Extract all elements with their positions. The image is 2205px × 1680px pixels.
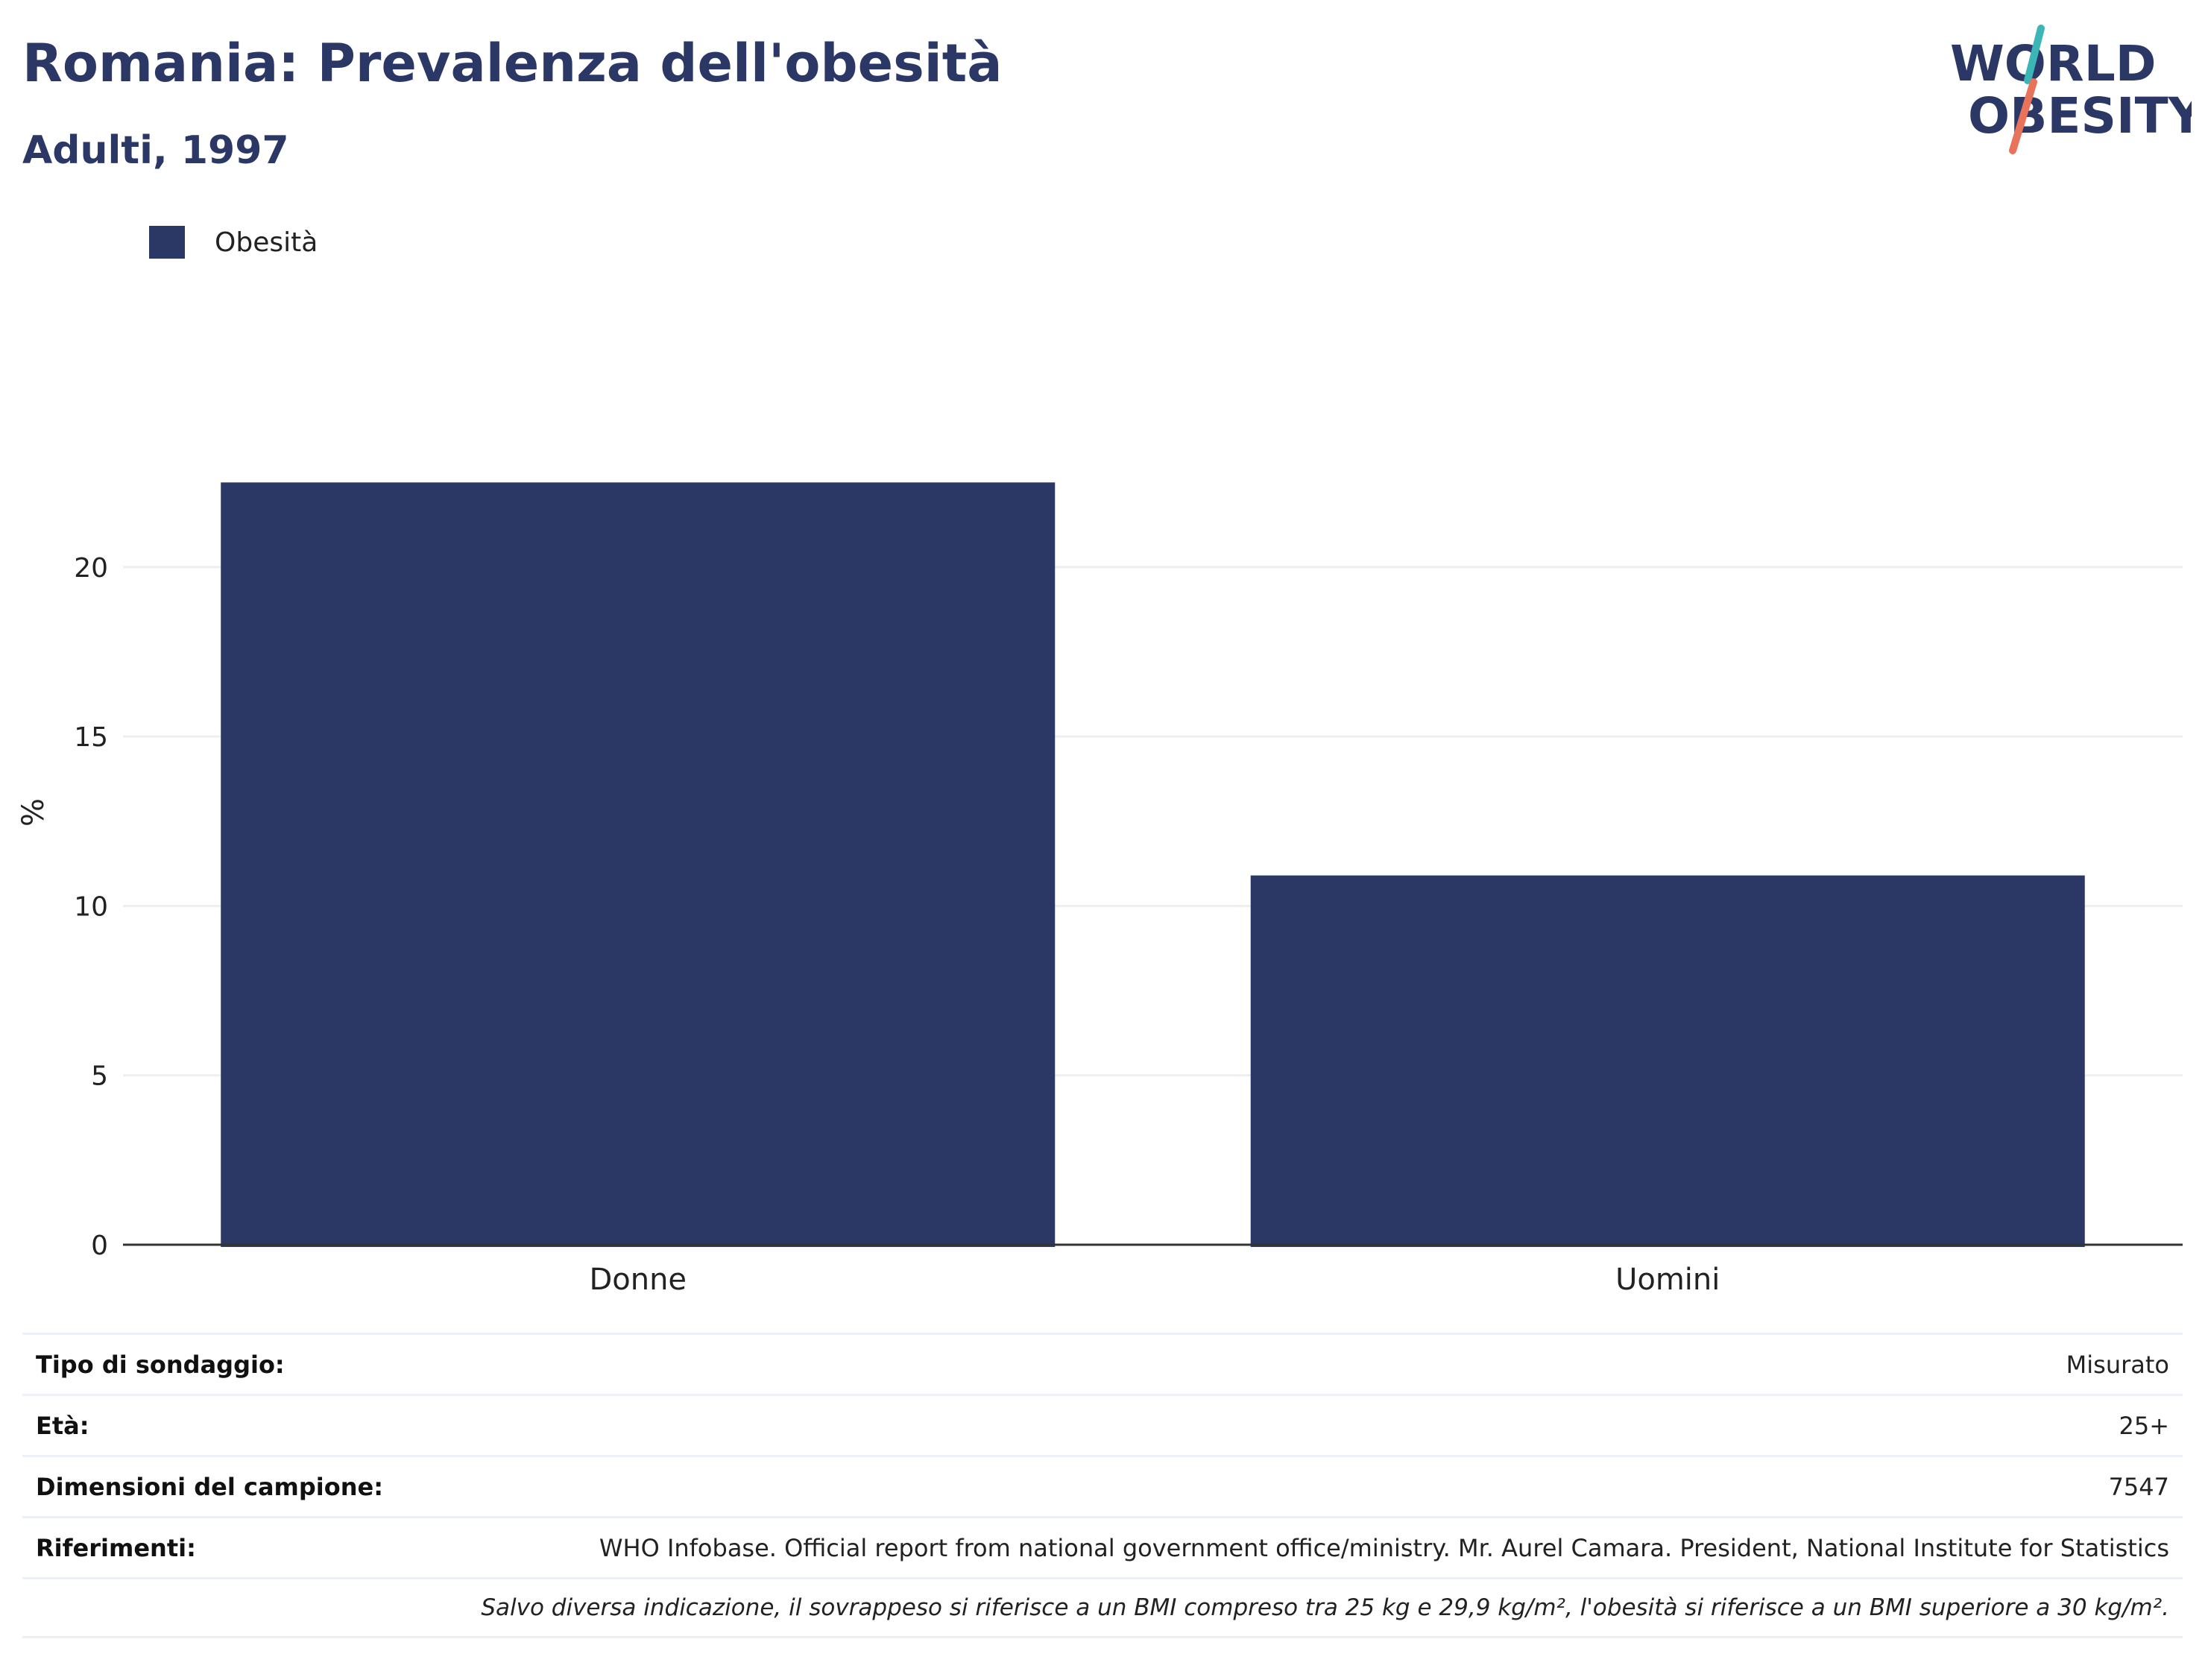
logo-slash-top	[2024, 25, 2045, 84]
x-tick-label: Uomini	[1615, 1263, 1720, 1297]
info-key: Dimensioni del campione:	[36, 1472, 384, 1501]
chart-legend[interactable]: Obesità	[149, 224, 318, 261]
logo-line-world: WORLD	[1950, 35, 2157, 92]
info-value: Misurato	[2066, 1350, 2169, 1379]
y-axis-label: %	[16, 798, 51, 827]
bar-uomini[interactable]	[1250, 875, 2085, 1247]
logo-line-obesity: OBESITY	[1968, 87, 2192, 145]
info-value: 7547	[2108, 1472, 2169, 1501]
info-row-references: Riferimenti: WHO Infobase. Official repo…	[22, 1516, 2183, 1577]
page-subtitle: Adulti, 1997	[22, 128, 289, 173]
bmi-note: Salvo diversa indicazione, il sovrappeso…	[481, 1594, 2169, 1621]
legend-swatch-obesita	[149, 226, 185, 259]
y-tick-labels: 0 5 10 15 20	[74, 553, 108, 1261]
info-value: WHO Infobase. Official report from natio…	[599, 1533, 2169, 1562]
y-tick-label: 20	[74, 553, 108, 584]
y-tick-label: 0	[91, 1231, 108, 1261]
info-table: Tipo di sondaggio: Misurato Età: 25+ Dim…	[22, 1333, 2183, 1638]
info-key: Tipo di sondaggio:	[36, 1350, 285, 1379]
info-row-survey-type: Tipo di sondaggio: Misurato	[22, 1333, 2183, 1394]
info-value: 25+	[2119, 1411, 2169, 1440]
bar-donne[interactable]	[221, 482, 1056, 1247]
y-tick-label: 15	[74, 722, 108, 753]
bars	[221, 482, 2085, 1247]
x-tick-label: Donne	[589, 1263, 687, 1297]
y-tick-label: 5	[91, 1061, 108, 1092]
info-key: Riferimenti:	[36, 1533, 196, 1562]
legend-label-obesita: Obesità	[215, 227, 318, 258]
world-obesity-logo: WORLD OBESITY	[1950, 25, 2192, 154]
page-title: Romania: Prevalenza dell'obesità	[22, 33, 1003, 94]
info-row-age: Età: 25+	[22, 1394, 2183, 1455]
info-row-note: Salvo diversa indicazione, il sovrappeso…	[22, 1577, 2183, 1638]
bar-chart: 0 5 10 15 20 Donne Uomini %	[16, 482, 2183, 1297]
info-row-sample-size: Dimensioni del campione: 7547	[22, 1455, 2183, 1516]
y-tick-label: 10	[74, 891, 108, 922]
info-key: Età:	[36, 1411, 89, 1440]
x-tick-labels: Donne Uomini	[589, 1263, 1720, 1297]
logo-slash-bottom	[2009, 78, 2037, 154]
